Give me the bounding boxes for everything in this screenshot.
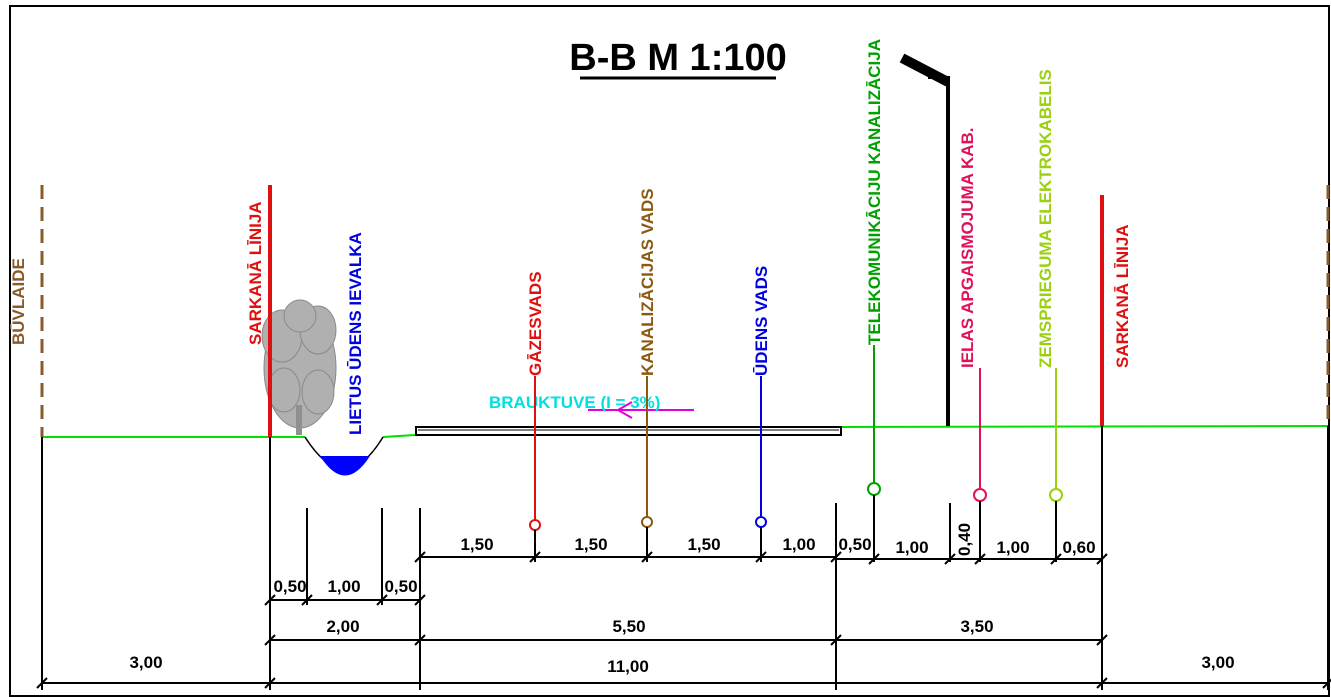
dim-row2-label: 0,50 [384, 577, 417, 596]
dim-row2-label: 1,00 [327, 577, 360, 596]
slope-arrow [588, 401, 694, 419]
dim-row2-label: 0,50 [273, 577, 306, 596]
dim-row1-label: 0,40 [955, 523, 974, 556]
road-surface [415, 426, 842, 436]
dim-row1-label: 1,50 [460, 535, 493, 554]
water-pipe [755, 376, 767, 528]
dim-row1-label: 0,50 [838, 535, 871, 554]
dim-row1-label: 1,00 [782, 535, 815, 554]
street-lighting-cable [973, 368, 987, 502]
dim-row4-label: 3,00 [129, 653, 162, 672]
street-lighting-cable-label: IELAS APGAISMOJUMA KAB. [958, 127, 977, 368]
dimension-lines [41, 426, 1329, 690]
street-lamp [899, 53, 951, 426]
telecom-sewer-label: TELEKOMUNIKĀCIJU KANALIZĀCIJA [865, 39, 884, 345]
gas-pipe-label: GĀZESVADS [526, 271, 545, 376]
rainwater-ditch [304, 436, 384, 476]
low-voltage-cable [1049, 368, 1063, 502]
road-label: BRAUKTUVE (I = 3%) [489, 393, 660, 412]
dim-row1-label: 1,50 [574, 535, 607, 554]
low-voltage-cable-label: ZEMSPRIEGUMA ELEKTROKABELIS [1036, 69, 1055, 368]
dim-row3-label: 2,00 [326, 617, 359, 636]
dim-row4-label: 11,00 [607, 657, 649, 676]
dim-row3-label: 3,50 [960, 617, 993, 636]
red-line-right-label: SARKANĀ LĪNIJA [1113, 224, 1132, 368]
telecom-sewer [867, 345, 881, 496]
dim-row3-label: 5,50 [612, 617, 645, 636]
building-line-left-label: BŪVLAIDE [9, 258, 28, 345]
dim-row1-label: 1,50 [687, 535, 720, 554]
drawing-title: B-B M 1:100 [569, 37, 787, 79]
ground-line [42, 425, 1329, 438]
dim-row1-label: 1,00 [895, 538, 928, 557]
dimension-ticks [36, 551, 1331, 689]
tree-icon [261, 299, 337, 435]
dim-row4-label: 3,00 [1201, 653, 1234, 672]
rainwater-ditch-label: LIETUS ŪDENS IEVALKA [346, 232, 365, 435]
sewer-pipe-label: KANALIZĀCIJAS VADS [638, 188, 657, 376]
dim-row1-label: 1,00 [996, 538, 1029, 557]
dim-row1-label: 0,60 [1062, 538, 1095, 557]
water-pipe-label: ŪDENS VADS [752, 266, 771, 376]
red-line-left-label: SARKANĀ LĪNIJA [246, 201, 265, 345]
